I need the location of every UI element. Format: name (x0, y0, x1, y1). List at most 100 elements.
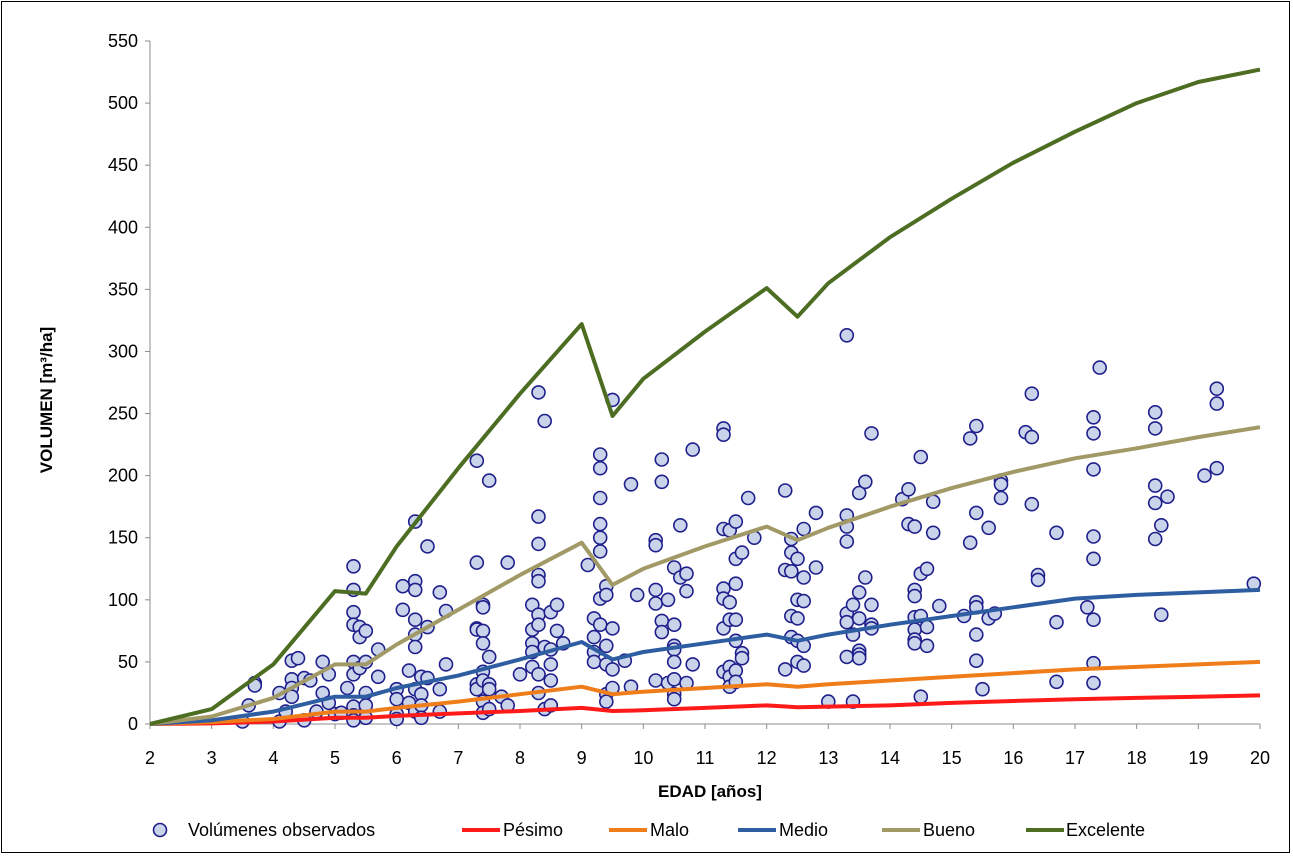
x-tick-label: 2 (145, 748, 155, 768)
observed-point (777, 662, 793, 677)
observed-point (740, 490, 756, 506)
y-tick-label: 300 (108, 341, 138, 361)
observed-point (598, 587, 614, 603)
observed-point (654, 474, 670, 490)
observed-point (315, 654, 331, 670)
observed-point (1086, 462, 1101, 477)
observed-point (1147, 404, 1163, 420)
y-tick-label: 150 (108, 528, 138, 548)
x-tick-label: 9 (577, 748, 587, 768)
observed-point (666, 654, 682, 670)
legend-label-medio: Medio (779, 820, 828, 840)
observed-point (962, 431, 978, 446)
observed-point (1049, 674, 1064, 690)
observed-point (851, 485, 867, 501)
observed-point (839, 649, 855, 665)
x-tick-labels: 2 3 4 5 6 7 8 9 10 11 12 13 14 15 16 17 18 19 20 (145, 724, 1270, 768)
x-tick-label: 15 (942, 748, 962, 768)
y-tick-label: 450 (108, 155, 138, 175)
observed-point (395, 578, 411, 594)
observed-point (475, 635, 491, 651)
x-tick-label: 8 (515, 748, 525, 768)
observed-point (1147, 478, 1163, 493)
y-tick-labels: 0 50 100 150 200 250 300 350 400 450 500 550 (108, 31, 150, 734)
observed-point (500, 555, 516, 570)
observed-point (728, 514, 744, 529)
observed-point (592, 617, 608, 633)
observed-point (475, 599, 491, 615)
series-line-medio (149, 587, 1261, 726)
observed-point (1024, 496, 1040, 512)
observed-point (549, 623, 565, 639)
observed-point (808, 560, 824, 575)
observed-point (734, 545, 750, 560)
observed-point (592, 460, 608, 476)
observed-point (370, 669, 386, 685)
observed-point (685, 442, 701, 457)
observed-point (931, 598, 947, 614)
observed-point (290, 650, 306, 666)
x-tick-label: 17 (1065, 748, 1085, 768)
observed-point (851, 585, 867, 600)
observed-point (660, 592, 676, 608)
series-line-bueno (149, 425, 1261, 726)
observed-point (1024, 429, 1040, 445)
x-tick-label: 5 (330, 748, 340, 768)
x-tick-label: 7 (453, 748, 463, 768)
observed-point (586, 629, 602, 645)
observed-point (654, 624, 670, 640)
observed-point (796, 658, 812, 673)
observed-point (395, 602, 411, 618)
observed-point (907, 635, 923, 651)
observed-point (537, 413, 553, 429)
y-tick-label: 50 (118, 652, 138, 672)
observed-point (968, 418, 984, 434)
observed-points (235, 327, 1262, 729)
observed-point (790, 551, 805, 567)
observed-point (1086, 612, 1101, 628)
observed-point (1049, 614, 1064, 630)
observed-point (734, 650, 750, 666)
y-tick-label: 500 (108, 93, 138, 113)
observed-point (543, 657, 559, 672)
y-tick-label: 200 (108, 466, 138, 486)
observed-point (1147, 495, 1163, 511)
observed-point (919, 619, 935, 635)
observed-point (401, 663, 417, 678)
observed-point (605, 662, 620, 677)
observed-point (790, 611, 805, 626)
observed-point (481, 681, 497, 697)
observed-point (808, 505, 824, 521)
observed-point (679, 566, 694, 582)
observed-point (722, 594, 738, 610)
series-line-psimo (149, 693, 1261, 726)
observed-point (925, 525, 941, 541)
series-lines (149, 67, 1261, 726)
x-tick-label: 19 (1188, 748, 1208, 768)
observed-point (1209, 396, 1225, 411)
observed-point (913, 449, 929, 465)
observed-point (592, 490, 608, 506)
observed-point (586, 654, 602, 670)
observed-point (796, 593, 812, 609)
observed-point (629, 587, 645, 603)
observed-point (839, 534, 855, 549)
observed-point (432, 585, 448, 600)
observed-point (728, 612, 744, 628)
x-tick-label: 18 (1127, 748, 1147, 768)
observed-point (531, 509, 546, 524)
observed-point (968, 627, 984, 642)
observed-point (1154, 517, 1169, 533)
observed-point (962, 535, 978, 551)
observed-point (901, 481, 916, 497)
observed-point (475, 623, 491, 639)
x-tick-label: 6 (392, 748, 402, 768)
observed-point (543, 673, 559, 688)
observed-point (531, 385, 546, 400)
observed-point (598, 638, 614, 654)
observed-point (851, 650, 867, 666)
observed-point (346, 558, 361, 574)
legend-label-observed: Volúmenes observados (188, 820, 375, 840)
x-tick-label: 11 (696, 748, 715, 768)
